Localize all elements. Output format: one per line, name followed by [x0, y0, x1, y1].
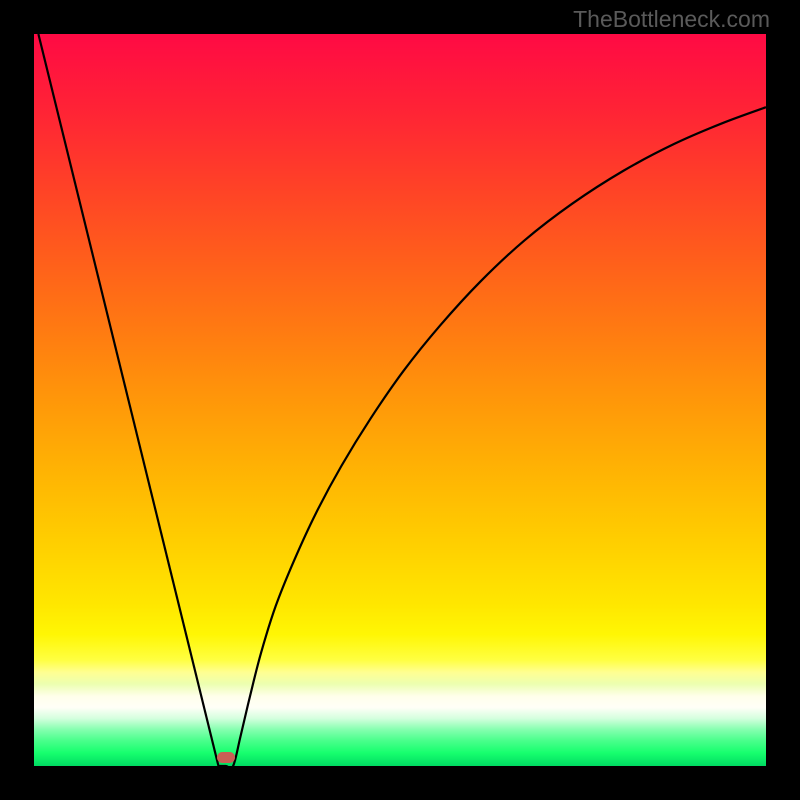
- curve-left-branch: [38, 34, 218, 766]
- curve-right-branch: [218, 107, 766, 766]
- curve-layer: [34, 34, 766, 766]
- chart-container: TheBottleneck.com: [0, 0, 800, 800]
- plot-area: [34, 34, 766, 766]
- min-marker: [217, 752, 235, 763]
- watermark-text: TheBottleneck.com: [573, 6, 770, 33]
